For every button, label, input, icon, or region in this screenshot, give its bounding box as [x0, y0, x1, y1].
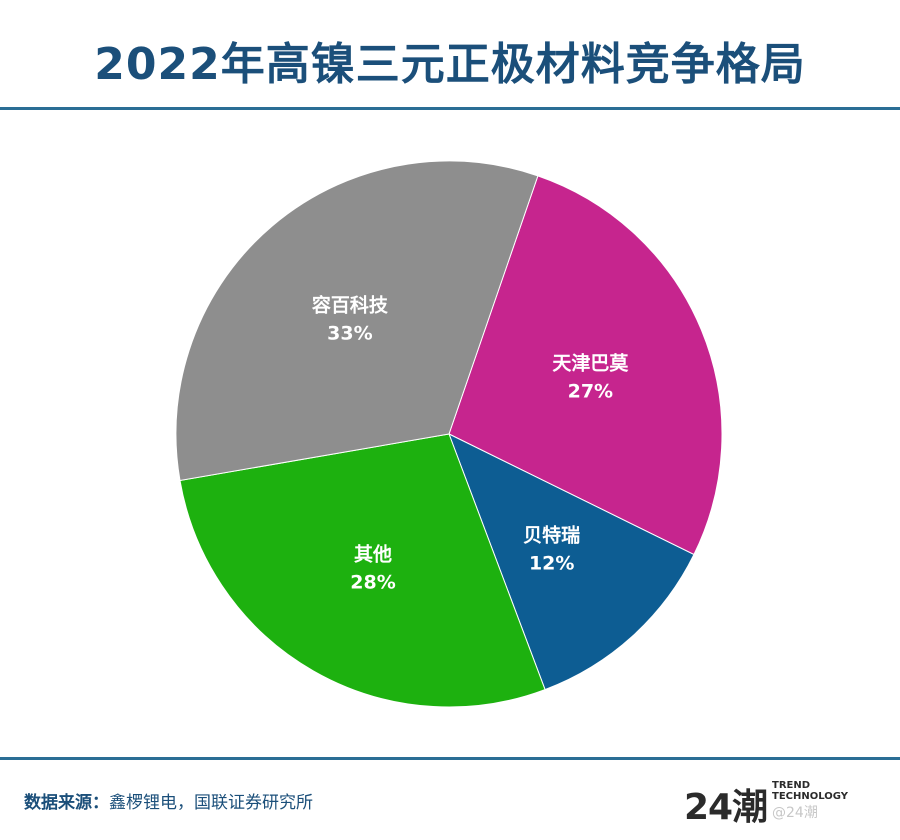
- brand-mark: 24潮: [684, 787, 768, 828]
- page-title: 2022年高镍三元正极材料竞争格局: [94, 39, 806, 90]
- slice-name-label-3: 其他: [354, 543, 392, 566]
- slice-value-label-1: 27%: [568, 381, 613, 403]
- pie-slices: [175, 160, 723, 708]
- slice-name-label-1: 天津巴莫: [552, 352, 629, 375]
- pie-labels: 天津巴莫 27% 贝特瑞 12% 其他 28% 容百科技 33%: [312, 294, 629, 594]
- brand-handle: @24潮: [772, 805, 818, 821]
- pie-slice-3: [179, 433, 546, 708]
- brand-tagline: TREND TECHNOLOGY: [772, 780, 848, 802]
- pie-slice-1: [448, 175, 723, 556]
- brand-logo: 24潮 TREND TECHNOLOGY @24潮: [684, 778, 874, 828]
- slice-value-label-3: 28%: [350, 572, 395, 594]
- top-divider: [0, 107, 900, 110]
- source-text: 鑫椤锂电，国联证券研究所: [109, 793, 313, 813]
- pie-chart: 天津巴莫 27% 贝特瑞 12% 其他 28% 容百科技 33%: [175, 160, 723, 708]
- slice-name-label-4: 容百科技: [312, 294, 389, 317]
- slice-value-label-4: 33%: [327, 323, 372, 345]
- brand-tagline-line2: TECHNOLOGY: [772, 791, 848, 802]
- bottom-divider: [0, 757, 900, 760]
- slice-name-label-2: 贝特瑞: [523, 523, 580, 546]
- source-label: 数据来源：: [24, 793, 109, 813]
- slice-value-label-2: 12%: [529, 552, 574, 574]
- brand-tagline-line1: TREND: [772, 780, 811, 791]
- data-source: 数据来源：鑫椤锂电，国联证券研究所: [24, 788, 313, 813]
- pie-slice-2: [448, 432, 695, 691]
- pie-slice-4: [175, 160, 539, 482]
